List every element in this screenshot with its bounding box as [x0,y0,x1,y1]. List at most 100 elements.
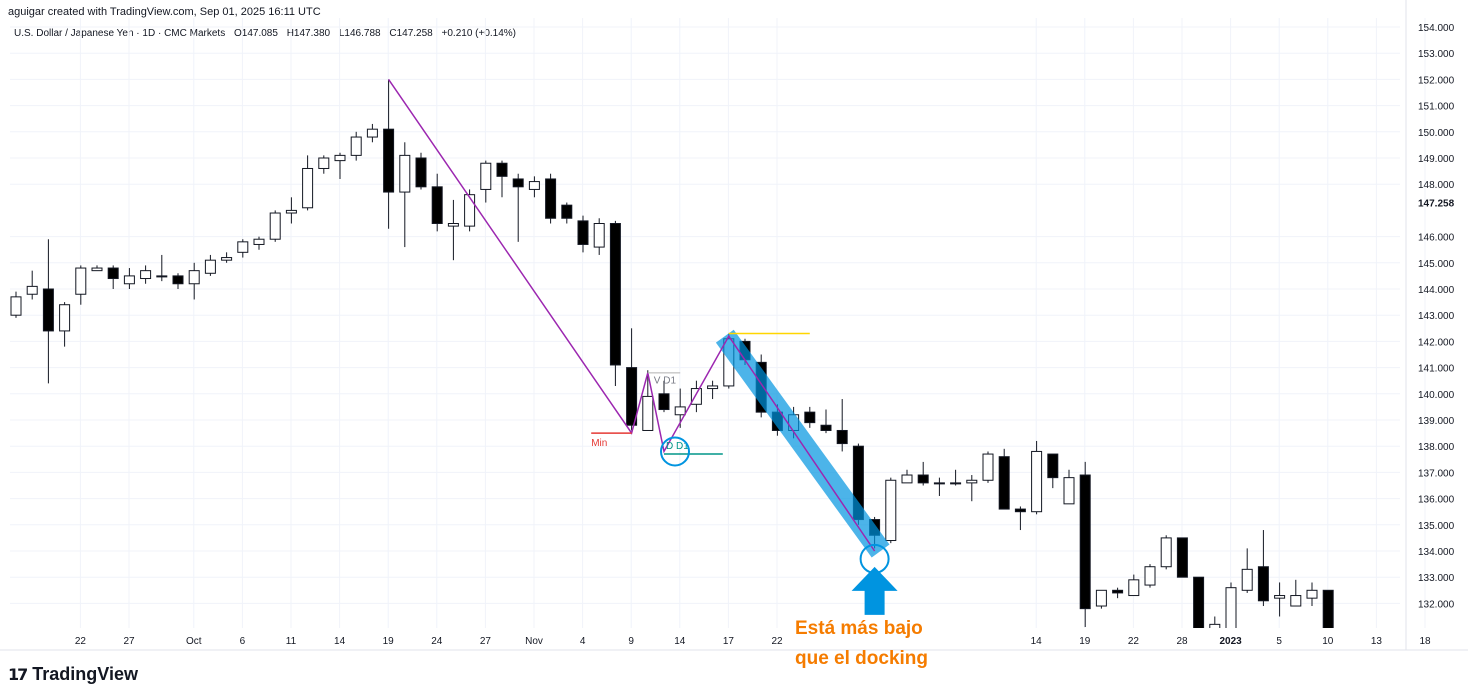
tradingview-logo[interactable]: 17 TradingView [8,664,138,685]
candle-up [59,304,71,332]
candle-down [42,288,54,332]
candle-up [690,388,702,405]
candle-down [1014,508,1026,513]
candle-down [172,275,184,285]
candle-down [1112,589,1124,594]
x-tick-label: 28 [1176,636,1188,647]
y-tick-label: 138.000 [1418,442,1455,453]
x-tick-label: 17 [723,636,735,647]
candle-up [1144,566,1156,586]
ohlc-low: L146.788 [338,28,381,39]
candle-up [1209,623,1221,628]
x-tick-label: 9 [628,636,634,647]
candle-down [431,186,443,225]
candle-down [383,128,395,193]
y-tick-label: 133.000 [1418,573,1455,584]
y-tick-label: 142.000 [1418,337,1455,348]
candle-up [75,267,87,295]
candle-up [933,482,945,485]
vd1-label: V D1 [654,375,677,386]
candle-down [626,367,638,426]
candle-down [1176,537,1188,578]
ohlc-high: H147.380 [286,28,331,39]
highlight-band [715,329,890,558]
x-tick-label: 14 [1031,636,1043,647]
candle-down [998,456,1010,510]
candle-up [156,275,168,278]
y-tick-label: 141.000 [1418,364,1455,375]
candle-down [545,178,557,219]
candle-up [91,267,103,272]
candle-down [820,424,832,431]
y-tick-label: 150.000 [1418,128,1455,139]
x-tick-label: 19 [1079,636,1091,647]
candle-down [917,474,929,484]
candle-down [561,204,573,219]
x-tick-label: Nov [525,636,543,647]
candle-up [1128,579,1140,597]
candle-up [221,257,233,261]
candle-down [107,267,119,280]
candle-up [982,453,994,481]
candle-down [496,162,508,177]
candle-up [123,275,135,285]
candle-down [1257,566,1269,602]
y-tick-label: 146.000 [1418,233,1455,244]
candle-up [237,241,249,253]
x-tick-label: 22 [771,636,783,647]
candle-up [1290,595,1302,607]
y-tick-label: 134.000 [1418,547,1455,558]
candle-down [1079,474,1091,610]
candle-up [350,136,362,156]
y-tick-label: 144.000 [1418,285,1455,296]
x-tick-label: 19 [383,636,395,647]
candle-down [1047,453,1059,479]
candle-up [1225,587,1237,628]
x-tick-label: 27 [480,636,492,647]
x-tick-label: 2023 [1219,636,1242,647]
ohlc-close: C147.258 [389,28,433,39]
last-price-label: 147.258 [1418,199,1455,210]
candle-up [26,285,38,295]
candle-up [528,181,540,190]
y-tick-label: 139.000 [1418,416,1455,427]
x-tick-label: 11 [286,636,297,647]
dd1-label: D D1 [666,441,689,452]
x-tick-label: 18 [1419,636,1431,647]
x-tick-label: 14 [674,636,686,647]
candle-up [593,223,605,248]
candle-up [399,154,411,193]
y-tick-label: 153.000 [1418,49,1455,60]
candle-up [1095,589,1107,607]
candle-down [804,411,816,424]
candle-up [140,270,152,280]
candle-up [707,385,719,390]
min-label: Min [591,438,607,449]
candle-down [1322,589,1334,628]
y-tick-label: 145.000 [1418,259,1455,270]
x-tick-label: 13 [1371,636,1383,647]
y-tick-label: 154.000 [1418,23,1455,34]
dd1-circle [660,436,690,467]
y-tick-label: 140.000 [1418,390,1455,401]
candle-up [318,157,330,169]
x-tick-label: 24 [431,636,443,647]
candle-up [1274,595,1286,599]
candle-up [1063,477,1075,505]
candle-up [269,212,281,240]
callout-line-1: Está más bajo [795,618,923,639]
y-tick-label: 152.000 [1418,75,1455,86]
symbol-legend: U.S. Dollar / Japanese Yen · 1D · CMC Ma… [14,28,522,39]
candle-down [512,178,524,188]
candle-up [642,395,654,431]
ohlc-change: +0.210 (+0.14%) [441,28,517,39]
tradingview-logo-icon: 17 [8,665,28,684]
candle-up [1031,450,1043,513]
candle-up [885,479,897,542]
candle-up [966,479,978,484]
candle-up [188,270,200,285]
candle-up [464,194,476,227]
x-tick-label: 14 [334,636,346,647]
x-tick-label: 6 [240,636,246,647]
